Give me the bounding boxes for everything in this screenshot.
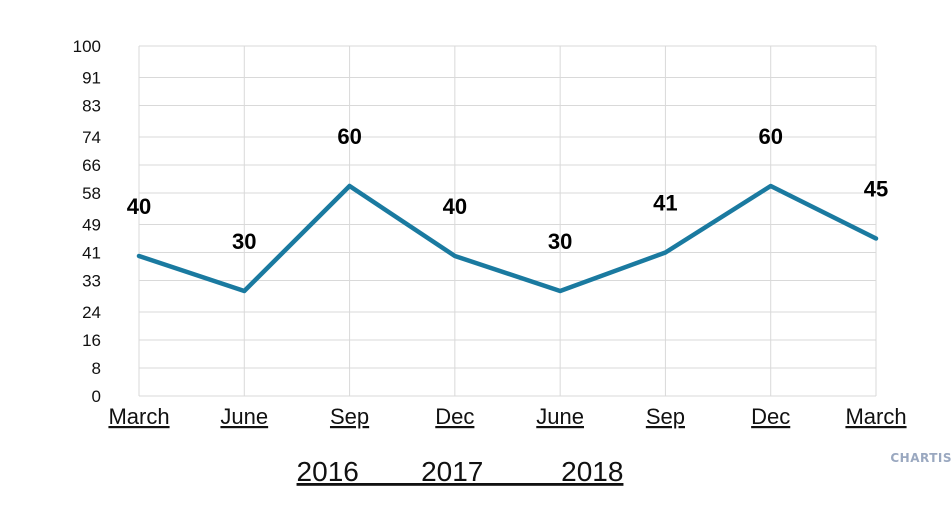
year-axis-label: 2016 2017 2018 bbox=[297, 456, 624, 487]
data-label: 30 bbox=[232, 229, 256, 254]
x-tick-label: Dec bbox=[435, 404, 474, 429]
data-label: 30 bbox=[548, 229, 572, 254]
y-tick-label: 41 bbox=[82, 244, 101, 263]
x-tick-label: June bbox=[220, 404, 268, 429]
y-tick-label: 33 bbox=[82, 272, 101, 291]
y-tick-label: 16 bbox=[82, 331, 101, 350]
y-tick-label: 24 bbox=[82, 303, 101, 322]
data-labels: 40 30 60 40 30 41 60 45 bbox=[127, 124, 888, 254]
x-tick-label: March bbox=[845, 404, 906, 429]
x-tick-label: Sep bbox=[646, 404, 685, 429]
x-axis-ticks: March June Sep Dec June Sep Dec March bbox=[108, 404, 906, 429]
y-tick-label: 91 bbox=[82, 69, 101, 88]
y-tick-label: 58 bbox=[82, 184, 101, 203]
x-tick-label: June bbox=[536, 404, 584, 429]
y-tick-label: 100 bbox=[73, 37, 101, 56]
data-label: 40 bbox=[127, 194, 151, 219]
watermark-logo: CHARTIS bbox=[890, 451, 952, 465]
data-label: 60 bbox=[337, 124, 361, 149]
data-label: 60 bbox=[758, 124, 782, 149]
x-tick-label: Dec bbox=[751, 404, 790, 429]
y-tick-label: 0 bbox=[92, 387, 101, 406]
data-label: 40 bbox=[443, 194, 467, 219]
series-line bbox=[136, 183, 879, 294]
y-tick-label: 8 bbox=[92, 359, 101, 378]
y-tick-label: 66 bbox=[82, 156, 101, 175]
data-label: 45 bbox=[864, 177, 888, 202]
y-tick-label: 74 bbox=[82, 128, 101, 147]
y-tick-label: 49 bbox=[82, 216, 101, 235]
y-axis-ticks: 0 8 16 24 33 41 49 58 66 74 83 91 100 bbox=[73, 37, 101, 406]
x-tick-label: Sep bbox=[330, 404, 369, 429]
chart-grid bbox=[138, 45, 877, 397]
x-tick-label: March bbox=[108, 404, 169, 429]
y-tick-label: 83 bbox=[82, 97, 101, 116]
data-label: 41 bbox=[653, 191, 677, 216]
